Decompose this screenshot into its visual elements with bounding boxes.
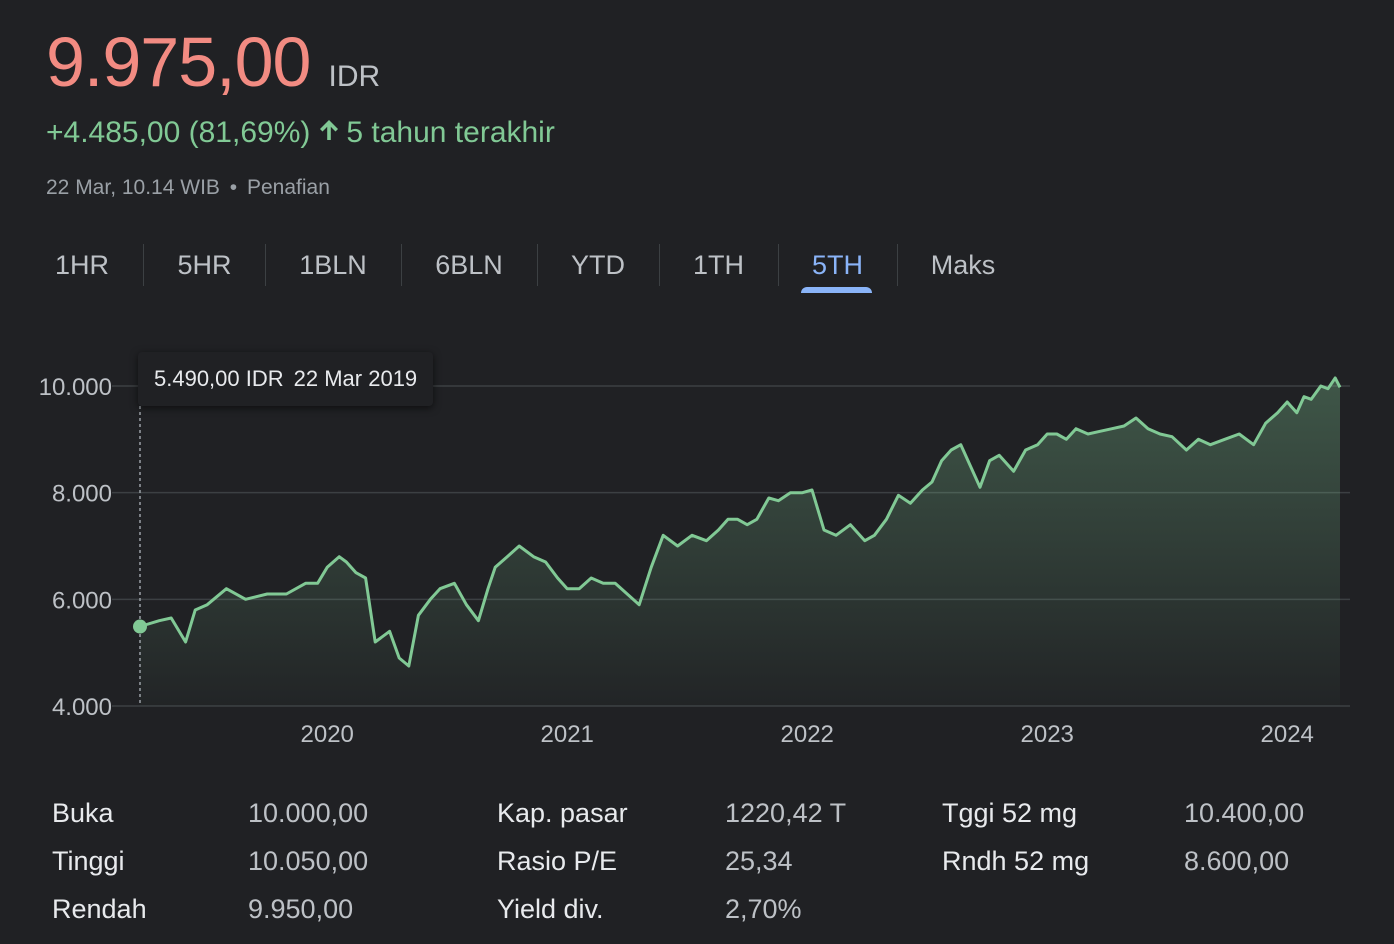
- tab-5th[interactable]: 5TH: [811, 250, 863, 280]
- stats-grid: Buka 10.000,00 Tinggi 10.050,00 Rendah 9…: [52, 790, 1352, 940]
- range-tabs: 1HR 5HR 1BLN 6BLN YTD 1TH 5TH Maks: [20, 236, 1020, 296]
- tab-divider: [659, 244, 660, 286]
- tab-1th[interactable]: 1TH: [692, 250, 744, 280]
- chart-tooltip: 5.490,00 IDR 22 Mar 2019: [138, 352, 434, 406]
- y-tick-label: 6.000: [52, 587, 112, 614]
- tab-divider: [143, 244, 144, 286]
- stat-value-52w-low: 8.600,00: [1184, 846, 1290, 876]
- stat-value-high: 10.050,00: [248, 846, 369, 876]
- stat-value-dividend-yield: 2,70%: [725, 894, 802, 924]
- x-tick-label: 2021: [541, 721, 594, 748]
- tab-divider: [401, 244, 402, 286]
- tab-divider: [778, 244, 779, 286]
- tooltip-value: 5.490,00 IDR: [154, 366, 284, 391]
- stat-value-52w-high: 10.400,00: [1184, 798, 1305, 828]
- current-price: 9.975,00: [46, 23, 311, 101]
- x-tick-label: 2023: [1021, 721, 1074, 748]
- series-line: [139, 376, 1342, 668]
- tab-divider: [897, 244, 898, 286]
- currency-code: IDR: [328, 60, 381, 93]
- tab-1bln[interactable]: 1BLN: [299, 250, 367, 280]
- x-tick-label: 2024: [1261, 721, 1314, 748]
- tab-1hr[interactable]: 1HR: [54, 250, 109, 280]
- stat-label-52w-high: Tggi 52 mg: [942, 798, 1078, 828]
- y-tick-label: 4.000: [52, 694, 112, 721]
- quote-meta: 22 Mar, 10.14 WIB • Penafian: [46, 176, 330, 200]
- stat-value-market-cap: 1220,42 T: [725, 798, 847, 828]
- stat-label-pe-ratio: Rasio P/E: [497, 846, 618, 876]
- active-tab-indicator: [801, 287, 872, 293]
- disclaimer-link[interactable]: Penafian: [246, 176, 330, 199]
- y-tick-label: 10.000: [39, 374, 112, 401]
- tab-5hr[interactable]: 5HR: [177, 250, 232, 280]
- tooltip-date: 22 Mar 2019: [293, 366, 418, 391]
- tab-maks[interactable]: Maks: [930, 250, 996, 280]
- stat-label-open: Buka: [52, 798, 114, 828]
- stat-label-high: Tinggi: [52, 846, 125, 876]
- y-tick-label: 8.000: [52, 481, 112, 508]
- price-change: +4.485,00 (81,69%) 5 tahun terakhir: [46, 116, 555, 150]
- tab-divider: [265, 244, 266, 286]
- tab-divider: [537, 244, 538, 286]
- highlight-point: [133, 619, 147, 634]
- x-tick-label: 2020: [301, 721, 354, 748]
- price-chart[interactable]: 10.000 8.000 6.000 4.000 2020 2021 2022 2023 202…: [0, 320, 1394, 760]
- tab-6bln[interactable]: 6BLN: [435, 250, 503, 280]
- stat-value-low: 9.950,00: [248, 894, 354, 924]
- series-area: [140, 378, 1340, 706]
- stat-value-open: 10.000,00: [248, 798, 369, 828]
- stat-label-dividend-yield: Yield div.: [497, 894, 604, 924]
- price-header: 9.975,00 IDR: [46, 22, 380, 102]
- stat-label-52w-low: Rndh 52 mg: [942, 846, 1090, 876]
- stat-label-low: Rendah: [52, 894, 147, 924]
- stat-value-pe-ratio: 25,34: [725, 846, 793, 876]
- x-tick-label: 2022: [781, 721, 834, 748]
- period-label: 5 tahun terakhir: [346, 116, 555, 149]
- stat-label-market-cap: Kap. pasar: [497, 798, 628, 828]
- timestamp: 22 Mar, 10.14 WIB: [46, 176, 220, 199]
- tab-ytd[interactable]: YTD: [571, 250, 625, 280]
- separator: •: [229, 176, 238, 199]
- arrow-up-icon: [318, 116, 340, 150]
- change-value: +4.485,00 (81,69%): [46, 116, 311, 149]
